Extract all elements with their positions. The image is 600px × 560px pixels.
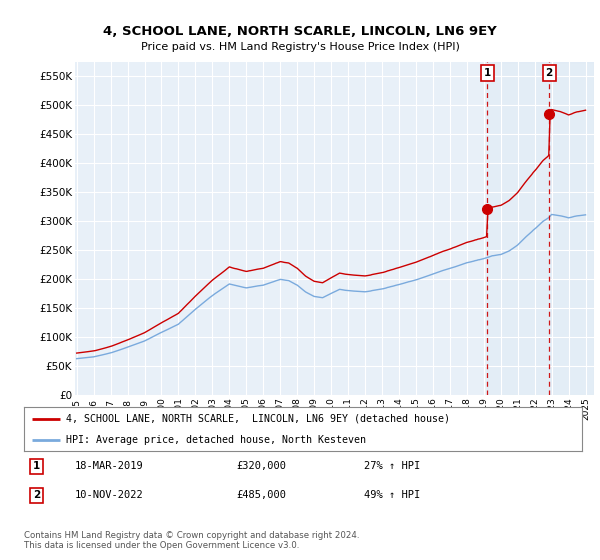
Text: 27% ↑ HPI: 27% ↑ HPI [364, 461, 421, 472]
Text: 2: 2 [32, 491, 40, 501]
Text: 2: 2 [545, 68, 553, 78]
Text: 4, SCHOOL LANE, NORTH SCARLE,  LINCOLN, LN6 9EY (detached house): 4, SCHOOL LANE, NORTH SCARLE, LINCOLN, L… [66, 414, 450, 424]
Text: £320,000: £320,000 [236, 461, 286, 472]
Text: 1: 1 [484, 68, 491, 78]
Text: 4, SCHOOL LANE, NORTH SCARLE, LINCOLN, LN6 9EY: 4, SCHOOL LANE, NORTH SCARLE, LINCOLN, L… [103, 25, 497, 38]
Text: Price paid vs. HM Land Registry's House Price Index (HPI): Price paid vs. HM Land Registry's House … [140, 42, 460, 52]
Text: Contains HM Land Registry data © Crown copyright and database right 2024.
This d: Contains HM Land Registry data © Crown c… [24, 531, 359, 550]
Text: HPI: Average price, detached house, North Kesteven: HPI: Average price, detached house, Nort… [66, 435, 366, 445]
Text: 18-MAR-2019: 18-MAR-2019 [74, 461, 143, 472]
Text: 1: 1 [32, 461, 40, 472]
Text: £485,000: £485,000 [236, 491, 286, 501]
Bar [487, 62, 594, 395]
Text: 49% ↑ HPI: 49% ↑ HPI [364, 491, 421, 501]
Text: 10-NOV-2022: 10-NOV-2022 [74, 491, 143, 501]
